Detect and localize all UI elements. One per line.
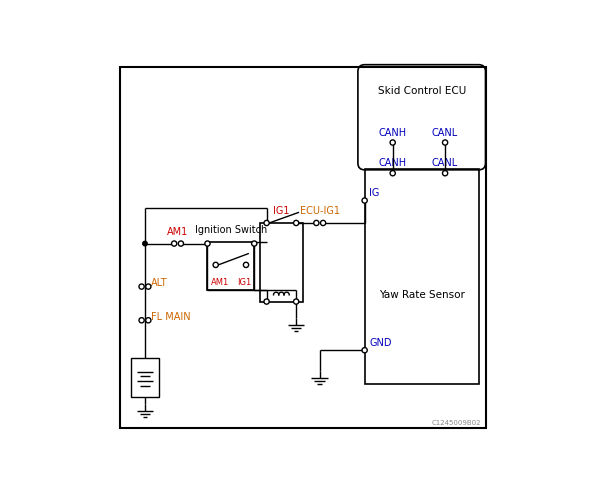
- Text: IG: IG: [369, 188, 379, 198]
- Circle shape: [264, 299, 269, 304]
- Text: IG1: IG1: [273, 206, 290, 216]
- Circle shape: [264, 220, 269, 226]
- Text: CANH: CANH: [379, 128, 407, 138]
- Bar: [207, 242, 254, 290]
- Text: Ignition Switch: Ignition Switch: [194, 225, 267, 235]
- Circle shape: [205, 241, 210, 246]
- Circle shape: [252, 241, 257, 246]
- Circle shape: [171, 241, 177, 246]
- Text: AM1: AM1: [167, 227, 188, 237]
- Text: CANH: CANH: [379, 158, 407, 168]
- Circle shape: [139, 284, 144, 289]
- Circle shape: [362, 198, 367, 203]
- Text: CANL: CANL: [432, 158, 458, 168]
- Circle shape: [294, 299, 299, 304]
- Bar: [365, 169, 479, 384]
- Text: ECU-IG1: ECU-IG1: [300, 206, 340, 216]
- Text: GND: GND: [369, 338, 392, 348]
- Text: C1245009B02: C1245009B02: [431, 420, 480, 426]
- Circle shape: [443, 140, 448, 145]
- Text: ALT: ALT: [151, 278, 167, 288]
- Circle shape: [213, 262, 218, 267]
- Text: AM1: AM1: [211, 278, 229, 287]
- Circle shape: [146, 318, 151, 323]
- Text: Skid Control ECU: Skid Control ECU: [378, 87, 466, 96]
- Text: FL MAIN: FL MAIN: [151, 312, 190, 322]
- Circle shape: [294, 220, 299, 226]
- Circle shape: [314, 220, 319, 226]
- Circle shape: [243, 262, 249, 267]
- Text: IG1: IG1: [237, 278, 251, 287]
- Circle shape: [178, 241, 184, 246]
- Bar: [131, 358, 159, 397]
- Circle shape: [320, 220, 326, 226]
- Bar: [260, 223, 303, 301]
- Circle shape: [443, 171, 448, 176]
- Circle shape: [390, 171, 395, 176]
- Text: Yaw Rate Sensor: Yaw Rate Sensor: [379, 290, 465, 300]
- Text: CANL: CANL: [432, 128, 458, 138]
- Circle shape: [390, 140, 395, 145]
- Circle shape: [146, 284, 151, 289]
- Circle shape: [362, 347, 367, 353]
- Circle shape: [139, 318, 144, 323]
- Circle shape: [142, 242, 147, 246]
